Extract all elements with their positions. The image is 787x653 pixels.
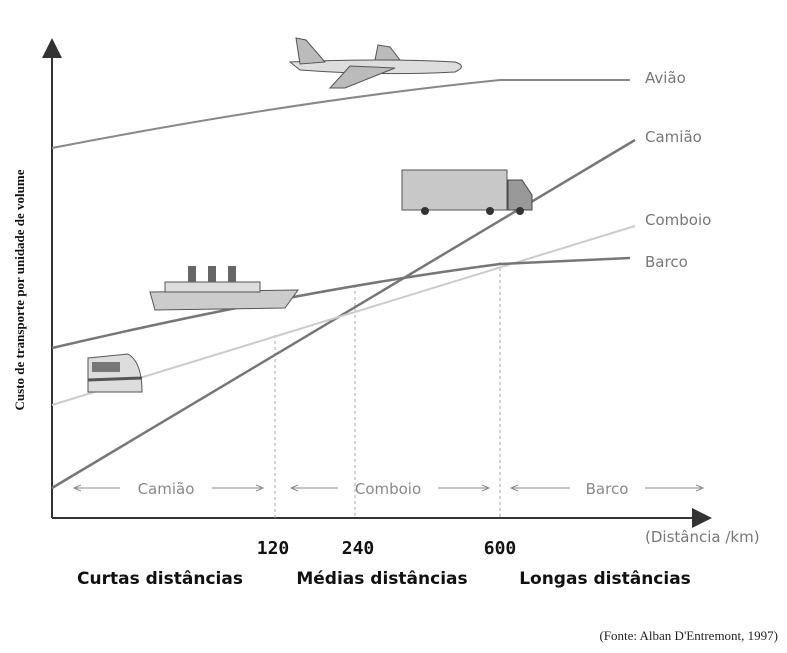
x-mark: 240 <box>342 538 375 559</box>
zone-label: Comboio <box>355 480 421 498</box>
line-camiao <box>51 138 636 490</box>
line-aviao <box>51 79 630 149</box>
x-mark: 600 <box>484 538 517 559</box>
line-label: Comboio <box>645 211 711 229</box>
region-label: Médias distâncias <box>296 569 467 589</box>
region-label: Curtas distâncias <box>77 569 243 589</box>
ship-icon <box>149 266 299 311</box>
x-axis-label: (Distância /km) <box>645 528 760 546</box>
x-mark: 120 <box>257 538 290 559</box>
region-label: Longas distâncias <box>519 569 691 589</box>
line-label: Avião <box>645 69 686 87</box>
plane-icon <box>288 37 462 89</box>
line-comboio <box>51 225 636 406</box>
line-barco <box>51 256 631 350</box>
zone-label: Camião <box>138 480 195 498</box>
source: (Fonte: Alban D'Entremont, 1997) <box>599 628 778 643</box>
y-axis-label: Custo de transporte por unidade de volum… <box>12 169 27 410</box>
zone-label: Barco <box>586 480 629 498</box>
truck-icon <box>401 169 533 215</box>
line-label: Barco <box>645 253 688 271</box>
line-label: Camião <box>645 128 702 146</box>
train-icon <box>87 353 143 393</box>
